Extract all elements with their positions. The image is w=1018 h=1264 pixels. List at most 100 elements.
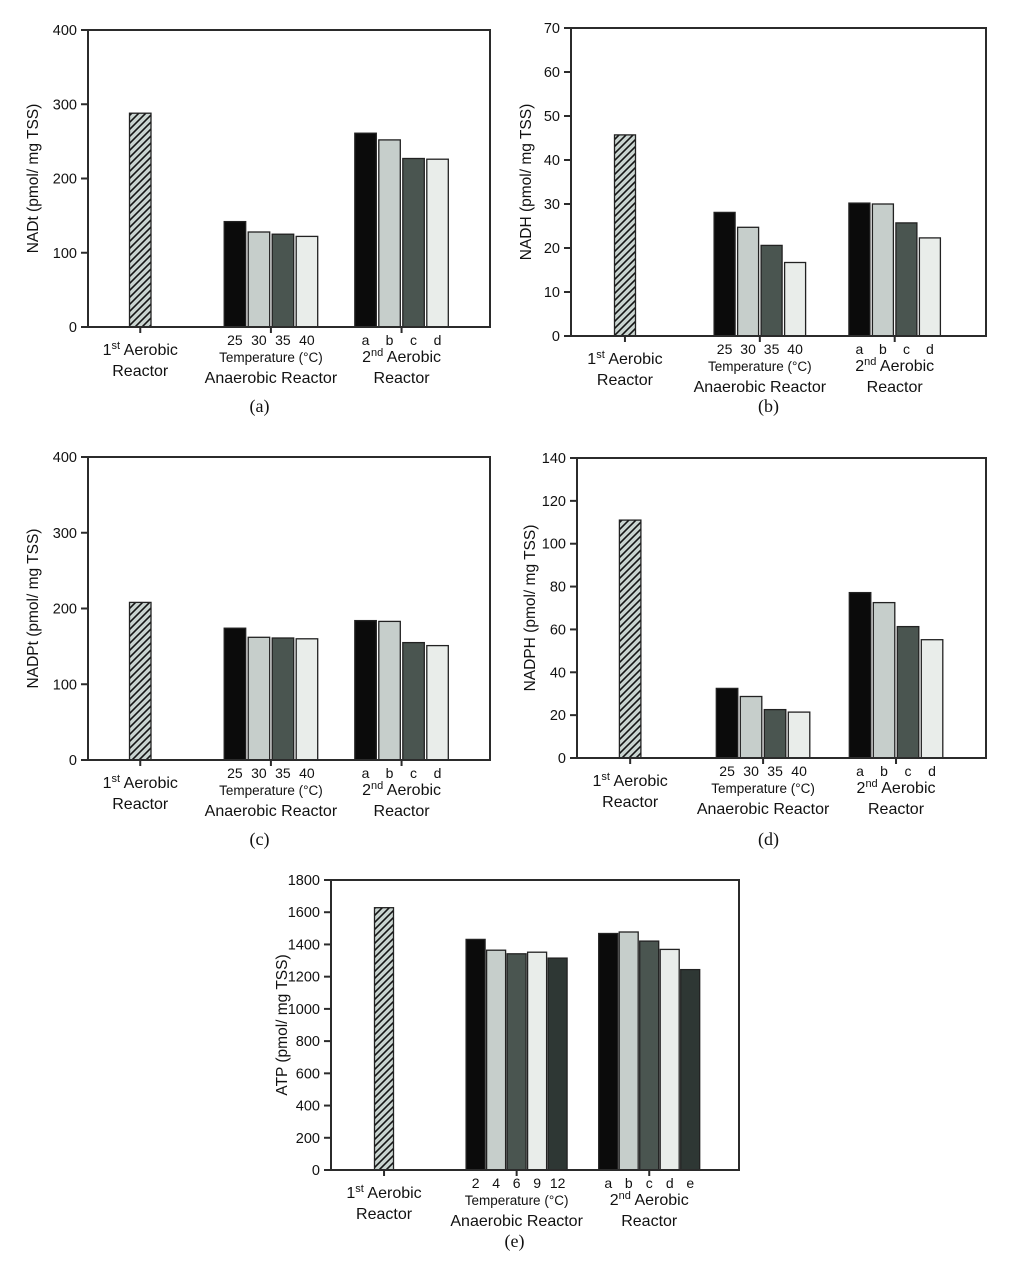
y-tick-label: 100 [53,246,77,262]
group-sub-label: Temperature (°C) [219,783,323,798]
bar-anaerobic-reactor [247,231,271,328]
y-axis-label: NADt (pmol/ mg TSS) [25,104,42,254]
x-tick-label: 35 [275,332,291,348]
x-tick-label: c [410,765,417,781]
y-tick-label: 1000 [288,1002,320,1018]
plot-frame [330,879,740,1171]
y-tick-label: 400 [53,23,77,39]
x-tick-label: 30 [740,341,756,357]
x-tick-label: d [928,763,936,779]
x-tick-label: c [646,1175,653,1191]
panel-chart-c: 1st Aerobic Reactor 25 30 35 40 Temperature (°… [0,430,509,860]
x-tick-label: 30 [251,765,267,781]
bar-anaerobic-reactor [763,708,787,759]
y-tick-label: 70 [544,21,560,37]
chart-b-svg: 1st Aerobic Reactor 25 30 35 40 Temperature (°… [518,21,987,417]
caption-b: (b) [758,396,779,417]
x-tick-label: d [926,341,934,357]
bar-first-aerobic-reactor [613,134,637,337]
group-label-first-aerobic-reactor: 1st Aerobic [346,1183,421,1202]
group-label-anaerobic-reactor: Anaerobic Reactor [205,370,338,387]
x-tick-label: 2 [472,1175,480,1191]
bar-first-aerobic-reactor [618,519,642,759]
bar-anaerobic-reactor [526,951,548,1171]
caption-d: (d) [758,829,779,850]
group-label-second-aerobic-reactor: Reactor [868,801,925,818]
y-tick-label: 0 [69,320,77,336]
group-label-second-aerobic-reactor: Reactor [867,379,924,396]
group-label-first-aerobic-reactor: Reactor [112,796,169,813]
x-tick-label: 4 [492,1175,500,1191]
y-tick-label: 1200 [288,970,320,986]
group-sub-label: Temperature (°C) [708,359,812,374]
bar-second-aerobic-reactor [848,591,872,759]
y-tick-label: 200 [296,1131,320,1147]
bar-second-aerobic-reactor [659,948,680,1171]
y-tick-label: 20 [550,708,566,724]
bar-second-aerobic-reactor [848,202,871,337]
bar-anaerobic-reactor [223,220,247,328]
bar-anaerobic-reactor [465,938,486,1171]
group-label-first-aerobic-reactor: 1st Aerobic [587,349,662,368]
y-tick-label: 120 [542,494,566,510]
bar-second-aerobic-reactor [378,139,401,328]
x-tick-label: b [879,341,887,357]
bar-anaerobic-reactor [547,957,568,1171]
y-tick-label: 10 [544,285,560,301]
bar-anaerobic-reactor [485,949,507,1171]
x-tick-label: e [686,1175,694,1191]
x-tick-label: b [880,763,888,779]
x-tick-label: 25 [227,765,243,781]
x-tick-label: 9 [533,1175,541,1191]
x-tick-label: 30 [251,332,267,348]
group-label-first-aerobic-reactor: 1st Aerobic [103,773,178,792]
chart-e-svg: 1st Aerobic Reactor 2 4 6 9 12 Temperature (°C)… [274,873,740,1252]
x-tick-label: 25 [719,763,735,779]
bar-second-aerobic-reactor [871,203,895,337]
group-sub-label: Temperature (°C) [219,350,323,365]
bar-anaerobic-reactor [271,233,295,328]
y-tick-label: 400 [296,1099,320,1115]
y-tick-label: 300 [53,526,77,542]
y-tick-label: 0 [69,753,77,769]
y-axis-label: NADPH (pmol/ mg TSS) [522,525,539,692]
bar-anaerobic-reactor [739,695,763,759]
y-axis-label: ATP (pmol/ mg TSS) [274,954,291,1095]
bar-second-aerobic-reactor [895,222,918,337]
panel-chart-d: 1st Aerobic Reactor 25 30 35 40 Temperature (°… [509,430,1018,860]
caption-e: (e) [505,1231,525,1252]
x-tick-label: a [604,1175,612,1191]
group-label-first-aerobic-reactor: Reactor [356,1206,413,1223]
y-tick-label: 60 [544,65,560,81]
y-tick-label: 60 [550,622,566,638]
group-label-second-aerobic-reactor: 2nd Aerobic [855,356,934,375]
x-tick-label: 40 [787,341,803,357]
bar-second-aerobic-reactor [920,639,944,759]
x-tick-label: b [625,1175,633,1191]
y-tick-label: 1600 [288,905,320,921]
bar-second-aerobic-reactor [426,644,449,761]
group-label-anaerobic-reactor: Anaerobic Reactor [450,1213,583,1230]
x-tick-label: b [386,765,394,781]
bar-second-aerobic-reactor [872,601,896,759]
panel-chart-a: 1st Aerobic Reactor 25 30 35 40 Temperature (°… [0,0,509,430]
bar-second-aerobic-reactor [354,619,377,761]
x-tick-label: 30 [743,763,759,779]
group-label-first-aerobic-reactor: 1st Aerobic [103,340,178,359]
panel-chart-b: 1st Aerobic Reactor 25 30 35 40 Temperature (°… [509,0,1018,430]
bar-anaerobic-reactor [271,637,295,761]
bar-anaerobic-reactor [295,638,319,761]
group-label-first-aerobic-reactor: Reactor [602,794,659,811]
x-tick-label: 35 [764,341,780,357]
x-tick-label: b [386,332,394,348]
y-tick-label: 100 [53,677,77,693]
y-tick-label: 400 [53,450,77,466]
y-tick-label: 300 [53,97,77,113]
plot-frame [570,27,987,337]
group-label-second-aerobic-reactor: 2nd Aerobic [857,778,936,797]
group-label-second-aerobic-reactor: 2nd Aerobic [362,780,441,799]
y-tick-label: 140 [542,451,566,467]
caption-a: (a) [250,396,270,417]
y-axis-label: NADH (pmol/ mg TSS) [518,104,535,260]
bar-second-aerobic-reactor [354,132,377,328]
